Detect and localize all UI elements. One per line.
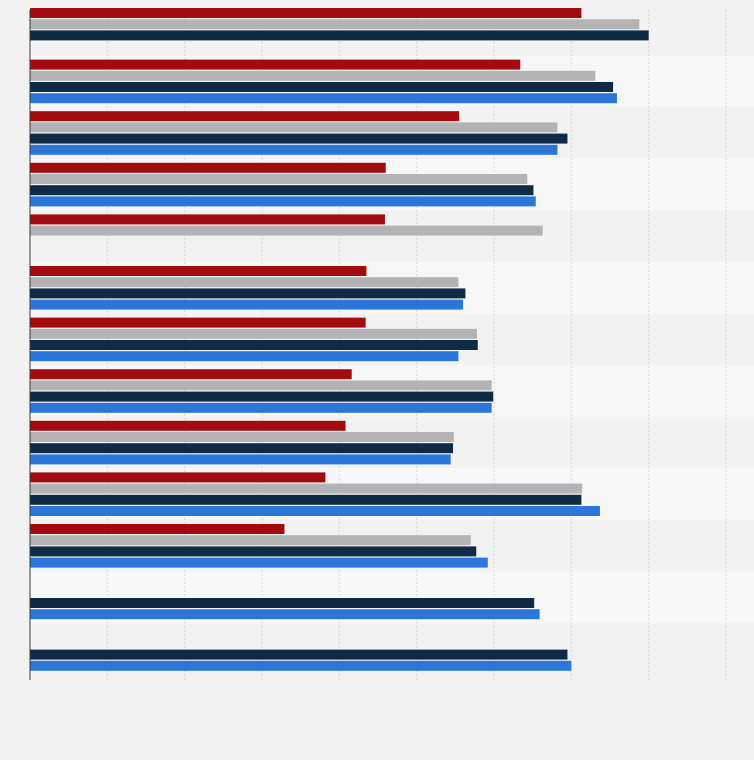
bar [30,598,535,608]
bar [30,380,492,391]
bar [30,59,521,70]
bar [30,288,466,299]
bar [30,443,454,454]
bar [30,340,478,350]
bar [30,93,617,104]
bar [30,214,385,225]
bar [30,8,582,18]
bar [30,70,596,81]
bar [30,609,540,620]
bar [30,535,471,546]
bar [30,557,488,568]
bar [30,185,534,196]
bar [30,649,568,660]
bar [30,328,477,339]
bar [30,225,543,236]
bar [30,369,352,380]
bar [30,472,326,483]
bar [30,454,451,465]
bar [30,82,614,92]
bar [30,432,454,442]
bar [30,174,528,184]
bar [30,402,492,413]
bar [30,196,536,207]
bar [30,391,494,402]
bar [30,277,459,288]
bar [30,351,459,362]
bar [30,266,367,276]
bar [30,122,558,133]
bar [30,299,464,310]
bar [30,506,600,516]
bar [30,30,649,41]
bar [30,111,460,122]
bar [30,317,366,328]
bar [30,420,346,431]
bar [30,660,572,671]
bar [30,133,568,144]
bar [30,546,477,557]
bar [30,162,386,173]
bar [30,494,582,505]
bar [30,483,583,494]
bar-series [30,8,649,671]
bar [30,144,558,155]
bar [30,524,285,534]
bar [30,19,640,30]
